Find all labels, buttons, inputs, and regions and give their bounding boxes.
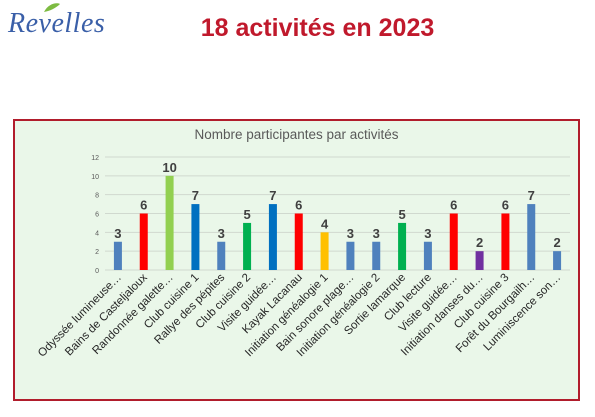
bar	[553, 251, 562, 270]
data-label: 6	[140, 198, 147, 213]
data-label: 6	[502, 198, 509, 213]
data-label: 5	[243, 207, 250, 222]
data-label: 6	[450, 198, 457, 213]
data-label: 3	[373, 226, 380, 241]
y-tick-label: 12	[91, 155, 99, 162]
y-tick-label: 0	[95, 268, 99, 275]
data-label: 10	[162, 160, 176, 175]
data-label: 7	[269, 188, 276, 203]
bar	[113, 241, 122, 270]
data-label: 3	[218, 226, 225, 241]
bar	[449, 213, 458, 270]
bar	[475, 251, 484, 270]
bar	[243, 222, 252, 270]
bar	[294, 213, 303, 270]
data-label: 2	[553, 235, 560, 250]
y-tick-label: 2	[95, 249, 99, 256]
data-label: 7	[192, 188, 199, 203]
bar	[346, 241, 355, 270]
bar	[423, 241, 432, 270]
page-title: 18 activités en 2023	[200, 14, 435, 42]
leaf-icon	[44, 3, 60, 12]
bar	[191, 204, 200, 270]
y-tick-label: 6	[95, 212, 99, 219]
bar	[501, 213, 510, 270]
bar	[165, 175, 174, 270]
data-label: 7	[528, 188, 535, 203]
y-tick-label: 8	[95, 193, 99, 200]
data-label: 5	[398, 207, 405, 222]
data-label: 3	[424, 226, 431, 241]
data-label: 6	[295, 198, 302, 213]
logo-text: Revelles	[8, 8, 106, 39]
bar	[139, 213, 148, 270]
revelles-logo: Revelles	[8, 2, 128, 42]
bar	[398, 222, 407, 270]
chart-title: Nombre participantes par activités	[194, 127, 399, 142]
data-label: 4	[321, 216, 329, 231]
bar	[268, 204, 277, 270]
y-tick-label: 4	[95, 230, 99, 237]
data-label: 2	[476, 235, 483, 250]
data-label: 3	[114, 226, 121, 241]
bar	[372, 241, 381, 270]
bar	[217, 241, 226, 270]
bar	[320, 232, 329, 270]
y-tick-label: 10	[91, 174, 99, 181]
bar	[527, 204, 536, 270]
data-label: 3	[347, 226, 354, 241]
chart-panel: Nombre participantes par activités 0 2 4 6 8…	[13, 119, 580, 401]
